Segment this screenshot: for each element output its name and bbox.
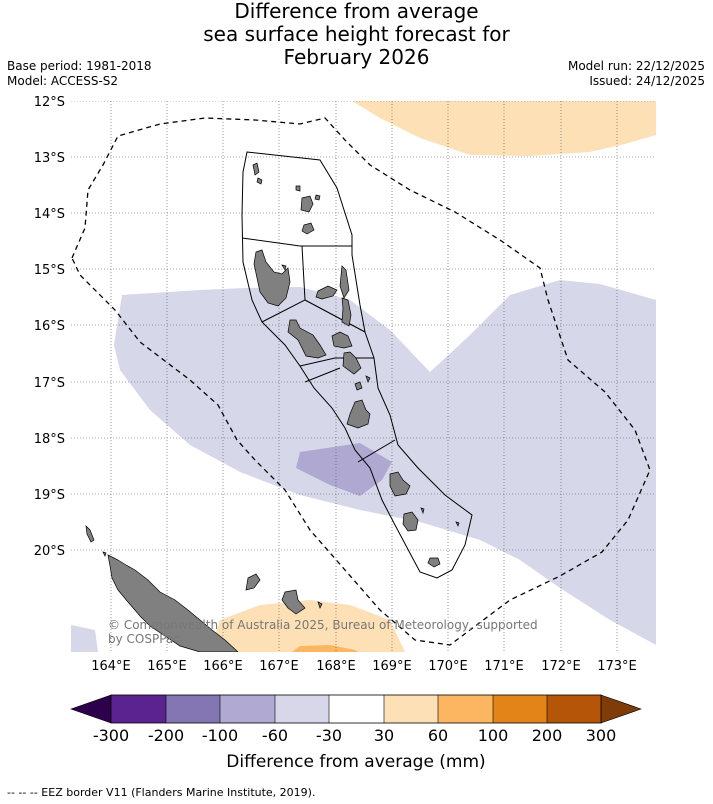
meta-left: Base period: 1981-2018 Model: ACCESS-S2 — [7, 59, 152, 89]
lat-label-18s: 18°S — [34, 432, 65, 447]
title-line-1: Difference from average — [234, 0, 479, 23]
lon-label-173e: 173°E — [597, 659, 637, 674]
province-boundary — [241, 151, 473, 579]
lon-label-170e: 170°E — [428, 659, 468, 674]
colorbar-tick-6: 30 — [374, 726, 394, 745]
lon-label-172e: 172°E — [541, 659, 581, 674]
colorbar-tick-4: -60 — [262, 726, 288, 745]
lat-label-15s: 15°S — [34, 263, 65, 278]
colorbar-over-arrow — [600, 694, 642, 724]
colorbar-segment-3 — [220, 695, 275, 723]
latitude-labels: 12°S 13°S 14°S 15°S 16°S 17°S 18°S 19°S … — [34, 95, 65, 559]
lat-label-17s: 17°S — [34, 376, 65, 391]
title-line-3: February 2026 — [283, 45, 430, 69]
colorbar-tick-2: -200 — [148, 726, 184, 745]
colorbar-outline — [110, 694, 602, 724]
anomaly-region-negative-light-sw — [71, 625, 98, 652]
colorbar-tick-10: 300 — [586, 726, 617, 745]
province-line-torba — [241, 237, 352, 247]
lon-label-166e: 166°E — [203, 659, 243, 674]
colorbar-segment-6 — [384, 695, 438, 723]
lon-label-164e: 164°E — [91, 659, 131, 674]
lon-label-168e: 168°E — [316, 659, 356, 674]
vanuatu-islands — [252, 162, 460, 568]
province-line-malampa — [299, 357, 374, 367]
title-line-2: sea surface height forecast for — [203, 22, 510, 46]
lon-label-167e: 167°E — [259, 659, 299, 674]
colorbar-segment-5 — [329, 695, 384, 723]
colorbar-segment-4 — [275, 695, 329, 723]
longitude-labels: 164°E 165°E 166°E 167°E 168°E 169°E 170°… — [91, 659, 637, 674]
lat-label-20s: 20°S — [34, 544, 65, 559]
colorbar-segment-8 — [493, 695, 547, 723]
colorbar-segment-2 — [166, 695, 220, 723]
colorbar-tick-1: -300 — [93, 726, 129, 745]
colorbar-tick-8: 100 — [478, 726, 509, 745]
meta-right: Model run: 22/12/2025 Issued: 24/12/2025 — [568, 59, 705, 89]
lat-label-19s: 19°S — [34, 488, 65, 503]
province-line-shefa-n — [304, 367, 341, 383]
new-caledonia — [85, 525, 323, 652]
lat-label-16s: 16°S — [34, 319, 65, 334]
colorbar-under-arrow — [70, 694, 112, 724]
colorbar-tick-3: -100 — [202, 726, 238, 745]
colorbar: -300 -200 -100 -60 -30 30 60 100 200 300… — [70, 694, 642, 772]
lon-label-171e: 171°E — [484, 659, 524, 674]
eez-footnote: -- -- -- EEZ border V11 (Flanders Marine… — [7, 786, 316, 799]
chart-title: Difference from average sea surface heig… — [0, 0, 713, 69]
colorbar-segment-1 — [111, 695, 166, 723]
lat-label-13s: 13°S — [34, 151, 65, 166]
model-name: Model: ACCESS-S2 — [7, 74, 119, 88]
anomaly-region-positive-light-s — [210, 600, 405, 652]
colorbar-segment-9 — [547, 695, 601, 723]
issued-date: Issued: 24/12/2025 — [589, 74, 705, 88]
colorbar-title: Difference from average (mm) — [226, 752, 485, 772]
base-period: Base period: 1981-2018 — [7, 59, 152, 73]
lat-label-14s: 14°S — [34, 207, 65, 222]
credit-line-2: by COSPPac — [108, 632, 180, 646]
province-line-penama — [304, 299, 366, 333]
colorbar-tick-5: -30 — [316, 726, 342, 745]
lon-label-169e: 169°E — [372, 659, 412, 674]
map-panel: © Commonwealth of Australia 2025, Bureau… — [71, 101, 656, 652]
colorbar-dividers — [165, 695, 548, 723]
colorbar-segment-7 — [438, 695, 493, 723]
province-line-tafea — [357, 439, 396, 463]
model-run: Model run: 22/12/2025 — [567, 59, 705, 73]
lat-label-12s: 12°S — [34, 95, 65, 110]
credit-line-1: © Commonwealth of Australia 2025, Bureau… — [108, 618, 538, 632]
colorbar-tick-9: 200 — [532, 726, 563, 745]
anomaly-region-positive-medium-s — [292, 645, 358, 652]
eez-border — [71, 117, 651, 646]
colorbar-tick-7: 60 — [428, 726, 448, 745]
lon-label-165e: 165°E — [147, 659, 187, 674]
